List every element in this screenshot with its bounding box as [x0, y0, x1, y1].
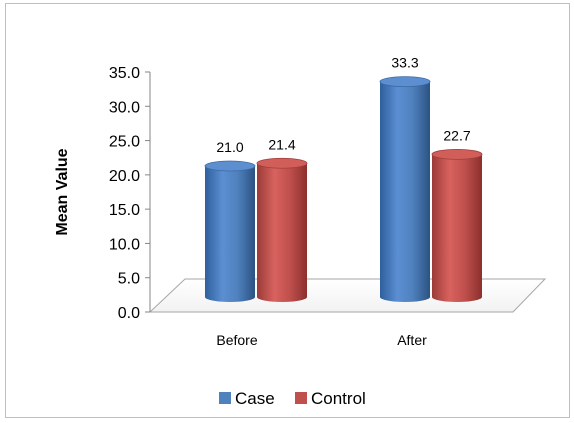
legend-swatch [295, 392, 307, 404]
legend-item-case: Case [219, 389, 275, 408]
legend: Case Control [219, 389, 366, 408]
y-tick-label: 5.0 [118, 271, 140, 288]
bars-group [204, 76, 483, 302]
bar-top-cap [379, 76, 431, 88]
legend-item-control: Control [295, 389, 366, 408]
y-tick-label: 15.0 [109, 202, 140, 219]
legend-label: Control [311, 389, 366, 408]
y-tick-label: 20.0 [109, 168, 140, 185]
bar-case-before [204, 160, 256, 302]
legend-swatch [219, 392, 231, 404]
x-axis: Before After [216, 332, 427, 348]
y-axis-title: Mean Value [54, 148, 71, 235]
bar-top-cap [256, 157, 308, 169]
data-label: 22.7 [443, 127, 470, 143]
y-tick-label: 35.0 [109, 65, 140, 82]
y-tick-label: 25.0 [109, 134, 140, 151]
data-labels-group: 21.0 21.4 33.3 22.7 [216, 55, 470, 155]
bar-body [205, 166, 255, 302]
data-label: 33.3 [391, 55, 418, 71]
x-tick-label: After [397, 332, 427, 348]
bar-top-cap [204, 160, 256, 172]
bar-top-cap [431, 148, 483, 160]
bar-body [432, 154, 482, 302]
y-tick-label: 10.0 [109, 236, 140, 253]
y-tick-label: 0.0 [118, 305, 140, 322]
y-axis: 0.0 5.0 10.0 15.0 20.0 25.0 30.0 35.0 [109, 65, 150, 322]
data-label: 21.0 [216, 139, 243, 155]
bar-control-after [431, 148, 483, 302]
bar-body [380, 81, 430, 302]
bar-body [257, 163, 307, 302]
y-tick-label: 30.0 [109, 99, 140, 116]
x-tick-label: Before [216, 332, 257, 348]
bar-control-before [256, 157, 308, 302]
legend-label: Case [235, 389, 275, 408]
bar-case-after [379, 76, 431, 302]
data-label: 21.4 [268, 136, 295, 152]
